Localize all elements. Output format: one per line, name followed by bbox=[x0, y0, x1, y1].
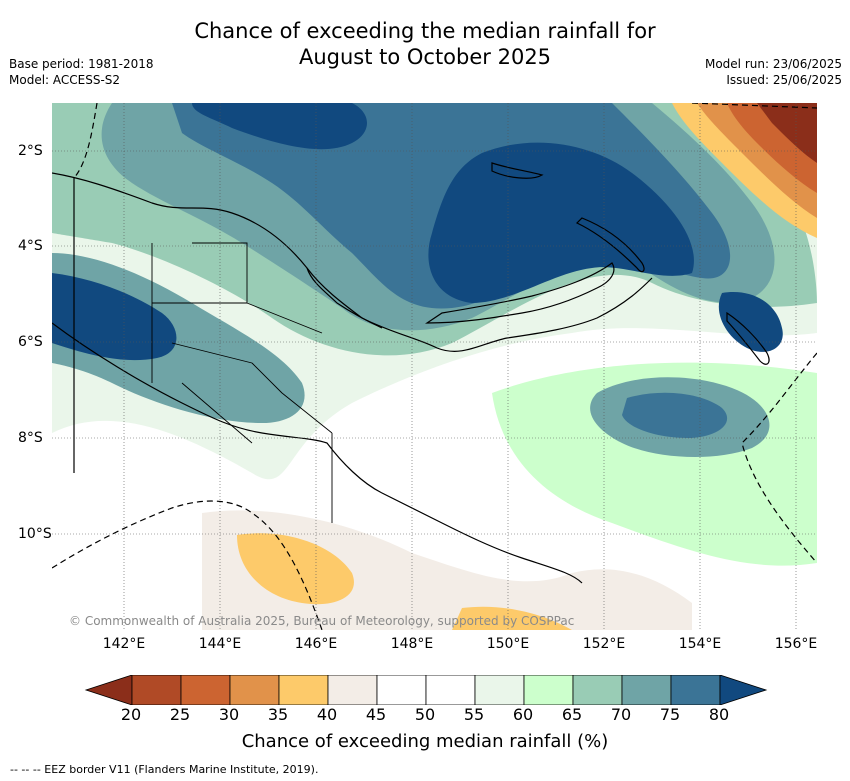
coastlines bbox=[52, 162, 770, 584]
lat-label: 10°S bbox=[18, 526, 52, 542]
colorbar-tick: 20 bbox=[120, 705, 142, 724]
lon-label: 154°E bbox=[678, 636, 722, 652]
colorbar-segment bbox=[327, 675, 378, 705]
colorbar-segment bbox=[670, 675, 721, 705]
meta-left: Base period: 1981-2018 Model: ACCESS-S2 bbox=[9, 56, 154, 88]
rainfall-map bbox=[52, 103, 817, 630]
graticule bbox=[52, 103, 817, 630]
new-ireland bbox=[575, 217, 645, 273]
colorbar-segment bbox=[474, 675, 525, 705]
northern-coast bbox=[306, 267, 383, 329]
lat-label: 2°S bbox=[18, 143, 43, 159]
colorbar-tick: 40 bbox=[316, 705, 338, 724]
colorbar-tick: 55 bbox=[463, 705, 485, 724]
eez-south bbox=[52, 500, 323, 630]
colorbar bbox=[84, 675, 768, 705]
manus bbox=[491, 162, 544, 179]
colorbar-segment bbox=[180, 675, 231, 705]
lat-label: 4°S bbox=[18, 238, 43, 254]
bougainville bbox=[726, 311, 770, 365]
lon-label: 150°E bbox=[486, 636, 530, 652]
colorbar-extend-high bbox=[719, 675, 768, 705]
lon-label: 146°E bbox=[294, 636, 338, 652]
copyright-text: © Commonwealth of Australia 2025, Bureau… bbox=[69, 614, 575, 628]
lon-label: 148°E bbox=[390, 636, 434, 652]
issued-text: Issued: 25/06/2025 bbox=[726, 73, 842, 87]
lon-label: 156°E bbox=[774, 636, 818, 652]
colorbar-segment bbox=[278, 675, 329, 705]
wet-core-north-dark bbox=[192, 103, 367, 150]
eez-west bbox=[73, 103, 98, 179]
dry-core-south bbox=[237, 533, 354, 605]
colorbar-segment bbox=[425, 675, 476, 705]
lon-label: 142°E bbox=[102, 636, 146, 652]
dry-core-se bbox=[452, 606, 572, 630]
colorbar-segment bbox=[229, 675, 280, 705]
lon-label: 152°E bbox=[582, 636, 626, 652]
colorbar-tick: 75 bbox=[659, 705, 681, 724]
colorbar-tick: 25 bbox=[169, 705, 191, 724]
wet-core-east bbox=[622, 392, 728, 438]
new-britain bbox=[425, 262, 615, 324]
dry-area-ne-core bbox=[757, 103, 817, 163]
colorbar-tick: 65 bbox=[561, 705, 583, 724]
colorbar-tick: 35 bbox=[267, 705, 289, 724]
colorbar-segment bbox=[572, 675, 623, 705]
wet-core-west bbox=[52, 273, 177, 361]
base-period-text: Base period: 1981-2018 bbox=[9, 57, 154, 71]
title-line-2: August to October 2025 bbox=[298, 45, 552, 69]
provincial-boundaries bbox=[151, 242, 333, 523]
colorbar-segment bbox=[523, 675, 574, 705]
colorbar-label: Chance of exceeding median rainfall (%) bbox=[241, 731, 609, 752]
lat-label: 6°S bbox=[18, 334, 43, 350]
model-text: Model: ACCESS-S2 bbox=[9, 73, 121, 87]
eez-footer-note: -- -- -- EEZ border V11 (Flanders Marine… bbox=[10, 763, 319, 776]
colorbar-segment bbox=[376, 675, 427, 705]
colorbar-tick: 70 bbox=[610, 705, 632, 724]
colorbar-tick: 50 bbox=[414, 705, 436, 724]
colorbar-tick: 30 bbox=[218, 705, 240, 724]
colorbar-tick: 45 bbox=[365, 705, 387, 724]
wet-core-solomon bbox=[718, 292, 783, 352]
colorbar-tick: 60 bbox=[512, 705, 534, 724]
colorbar-segment bbox=[131, 675, 182, 705]
model-run-text: Model run: 23/06/2025 bbox=[704, 57, 842, 71]
eez-east bbox=[691, 103, 817, 564]
meta-right: Model run: 23/06/2025 Issued: 25/06/2025 bbox=[705, 56, 842, 88]
wet-core-bismarck bbox=[428, 142, 694, 303]
colorbar-tick: 80 bbox=[708, 705, 730, 724]
lon-label: 144°E bbox=[198, 636, 242, 652]
eez-borders bbox=[52, 103, 817, 630]
colorbar-segment bbox=[621, 675, 672, 705]
lat-label: 8°S bbox=[18, 430, 43, 446]
title-line-1: Chance of exceeding the median rainfall … bbox=[194, 19, 656, 43]
colorbar-extend-low bbox=[84, 675, 133, 705]
map-title: Chance of exceeding the median rainfall … bbox=[0, 18, 850, 70]
